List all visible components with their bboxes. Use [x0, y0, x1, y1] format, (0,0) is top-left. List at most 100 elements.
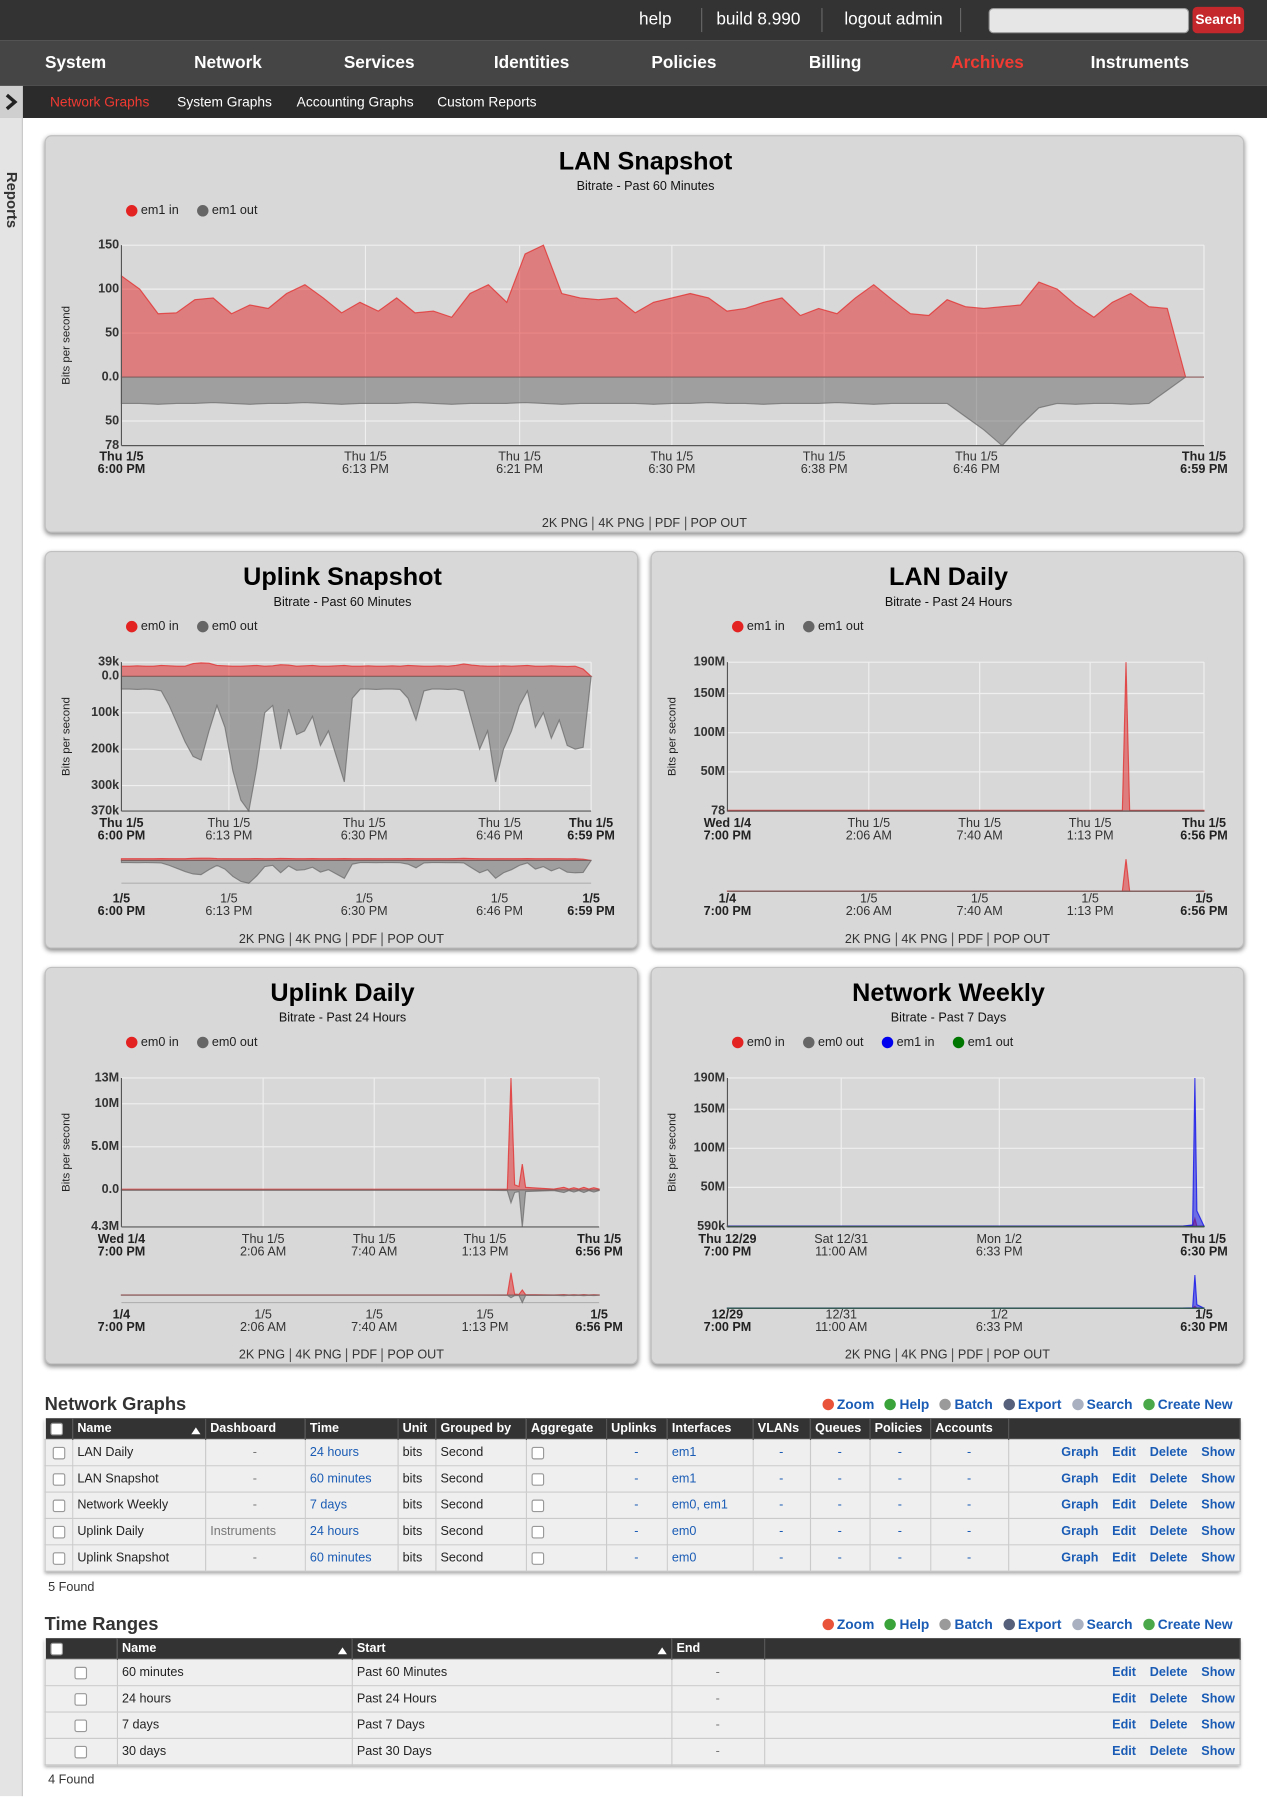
sidebar-label[interactable]: Reports [3, 171, 21, 229]
table-cell[interactable]: - [752, 1438, 811, 1467]
table-cell[interactable]: - [752, 1465, 811, 1493]
table-cell[interactable]: - [809, 1544, 871, 1572]
toolbar-item[interactable]: Export [1003, 1616, 1061, 1632]
row-action[interactable]: Show [1201, 1665, 1235, 1680]
table-cell[interactable]: - [929, 1438, 1009, 1467]
column-header[interactable]: Accounts [930, 1418, 1009, 1440]
row-action[interactable]: Delete [1149, 1445, 1188, 1460]
checkbox[interactable] [52, 1551, 66, 1565]
toolbar-item[interactable]: Zoom [822, 1616, 874, 1632]
column-header[interactable]: Grouped by [435, 1418, 527, 1440]
footer-link[interactable]: PDF [649, 516, 681, 531]
footer-link[interactable]: 2K PNG [844, 932, 892, 947]
table-cell[interactable]: - [929, 1544, 1009, 1572]
row-action[interactable]: Delete [1149, 1472, 1188, 1486]
column-header[interactable]: Start [351, 1638, 672, 1660]
table-cell[interactable]: - [868, 1438, 931, 1467]
checkbox[interactable] [49, 1642, 63, 1655]
column-header[interactable]: Interfaces [666, 1418, 754, 1440]
checkbox[interactable] [74, 1692, 88, 1706]
table-cell[interactable]: - [809, 1491, 871, 1520]
row-action[interactable]: Edit [1112, 1445, 1136, 1460]
row-action[interactable]: Graph [1061, 1551, 1099, 1565]
row-action[interactable]: Show [1201, 1692, 1235, 1706]
table-cell[interactable]: em1 [666, 1465, 754, 1493]
row-action[interactable]: Delete [1149, 1718, 1188, 1733]
nav-item[interactable]: Policies [651, 53, 717, 73]
nav-item[interactable]: System [45, 53, 107, 73]
row-action[interactable]: Edit [1112, 1718, 1136, 1733]
row-action[interactable]: Edit [1112, 1472, 1136, 1486]
table-cell[interactable]: em1 [666, 1438, 754, 1467]
toolbar-item[interactable]: Help [884, 1616, 929, 1632]
subnav-item[interactable]: Accounting Graphs [296, 93, 414, 110]
table-cell[interactable]: - [605, 1438, 668, 1467]
toolbar-item[interactable]: Help [884, 1396, 929, 1412]
nav-item[interactable]: Archives [951, 53, 1024, 73]
footer-link[interactable]: 2K PNG [238, 932, 286, 947]
toolbar-item[interactable]: Create New [1142, 1396, 1233, 1412]
search-button[interactable]: Search [1192, 6, 1245, 34]
toolbar-item[interactable]: Zoom [822, 1396, 874, 1412]
footer-link[interactable]: 2K PNG [541, 516, 589, 531]
nav-item[interactable]: Services [343, 53, 415, 73]
footer-link[interactable]: 4K PNG [895, 932, 948, 947]
nav-item[interactable]: Billing [808, 53, 862, 73]
footer-link[interactable]: 4K PNG [895, 1348, 948, 1363]
row-action[interactable]: Show [1201, 1524, 1235, 1539]
column-header[interactable]: Dashboard [205, 1418, 306, 1440]
row-action[interactable]: Delete [1149, 1665, 1188, 1680]
row-action[interactable]: Show [1201, 1498, 1235, 1513]
table-cell[interactable]: - [868, 1517, 931, 1546]
row-action[interactable]: Show [1201, 1472, 1235, 1486]
footer-link[interactable]: 4K PNG [289, 932, 342, 947]
checkbox[interactable] [74, 1719, 88, 1732]
checkbox[interactable] [74, 1745, 88, 1758]
checkbox[interactable] [74, 1666, 88, 1679]
toolbar-item[interactable]: Batch [939, 1396, 993, 1412]
subnav-item[interactable]: System Graphs [177, 93, 272, 110]
row-action[interactable]: Edit [1112, 1692, 1136, 1706]
sidebar-toggle[interactable] [0, 85, 23, 118]
row-action[interactable]: Edit [1112, 1524, 1136, 1539]
table-cell[interactable]: - [752, 1491, 811, 1520]
top-link[interactable]: logout admin [844, 9, 943, 30]
checkbox[interactable] [52, 1525, 66, 1539]
column-header[interactable]: Queues [809, 1418, 871, 1440]
table-cell[interactable]: 7 days [304, 1491, 399, 1520]
row-action[interactable]: Edit [1112, 1744, 1136, 1759]
row-action[interactable]: Show [1201, 1551, 1235, 1565]
toolbar-item[interactable]: Search [1071, 1616, 1133, 1632]
toolbar-item[interactable]: Batch [939, 1616, 993, 1632]
row-action[interactable]: Graph [1061, 1498, 1099, 1513]
row-action[interactable]: Graph [1061, 1445, 1099, 1460]
table-cell[interactable]: - [605, 1465, 668, 1493]
row-action[interactable]: Show [1201, 1744, 1235, 1759]
column-header[interactable]: Name [72, 1418, 206, 1440]
table-cell[interactable]: 60 minutes [304, 1544, 399, 1572]
top-link[interactable]: help [639, 9, 672, 30]
column-header[interactable]: Aggregate [525, 1418, 607, 1440]
toolbar-item[interactable]: Export [1003, 1396, 1061, 1412]
table-cell[interactable]: - [868, 1491, 931, 1520]
table-cell[interactable]: - [605, 1491, 668, 1520]
checkbox[interactable] [52, 1446, 66, 1459]
column-header[interactable]: Time [304, 1418, 399, 1440]
subnav-item[interactable]: Network Graphs [50, 93, 150, 110]
row-action[interactable]: Show [1201, 1718, 1235, 1733]
table-cell[interactable]: - [752, 1517, 811, 1546]
table-cell[interactable]: - [605, 1544, 668, 1572]
footer-link[interactable]: POP OUT [381, 1348, 444, 1363]
toolbar-item[interactable]: Search [1071, 1396, 1133, 1412]
table-cell[interactable]: - [929, 1491, 1009, 1520]
column-header[interactable]: Policies [869, 1418, 931, 1440]
table-cell[interactable]: 60 minutes [304, 1465, 399, 1493]
toolbar-item[interactable]: Create New [1142, 1616, 1233, 1632]
table-cell[interactable]: - [868, 1465, 931, 1493]
row-action[interactable]: Graph [1061, 1524, 1099, 1539]
table-cell[interactable]: em0 [666, 1517, 754, 1546]
column-header[interactable]: Uplinks [606, 1418, 668, 1440]
checkbox[interactable] [52, 1472, 66, 1486]
table-cell[interactable]: - [868, 1544, 931, 1572]
checkbox[interactable] [49, 1422, 63, 1435]
